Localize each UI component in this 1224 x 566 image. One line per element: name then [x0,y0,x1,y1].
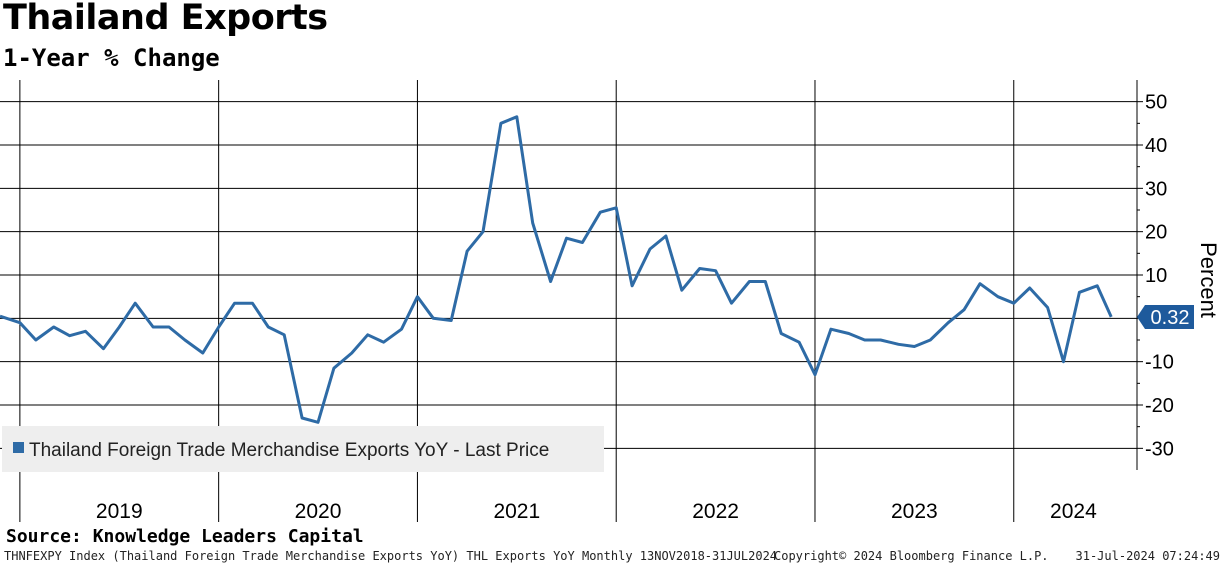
series-layer [0,115,1113,424]
legend-background [2,426,604,472]
y-tick-label: 50 [1145,92,1167,114]
grid [0,80,1137,522]
legend-label: Thailand Foreign Trade Merchandise Expor… [29,440,549,461]
source-label: Source: Knowledge Leaders Capital [6,526,364,547]
last-value-label: 0.32 [1151,307,1190,329]
series-line [0,115,1113,424]
footer-copyright: Copyright© 2024 Bloomberg Finance L.P. [774,549,1049,563]
y-tick-label: 20 [1145,222,1167,244]
x-tick-label: 2024 [1050,500,1097,523]
y-tick-label: 10 [1145,265,1167,287]
x-tick-label: 2021 [493,500,540,523]
x-tick-label: 2022 [692,500,739,523]
legend: Thailand Foreign Trade Merchandise Expor… [2,426,604,472]
x-tick-label: 2020 [295,500,342,523]
y-tick-label: -30 [1145,438,1174,460]
y-tick-label: -10 [1145,352,1174,374]
chart-title: Thailand Exports [3,0,328,38]
last-value-box [1137,304,1194,329]
x-tick-label: 2023 [891,500,938,523]
footer-index-info: THNFEXPY Index (Thailand Foreign Trade M… [4,549,778,563]
footer-timestamp: 31-Jul-2024 07:24:49 [1075,549,1221,563]
chart-subtitle: 1-Year % Change [3,44,220,72]
x-axis: 2019 2020 2021 2022 2023 2024 [96,500,1097,523]
y-tick-label: -20 [1145,395,1174,417]
x-tick-label: 2019 [96,500,143,523]
y-axis: 50 40 30 20 10 -10 -20 -30 [1136,80,1174,470]
y-tick-label: 40 [1145,135,1167,157]
legend-swatch [13,442,24,453]
last-value-callout: 0.32 [1137,304,1194,329]
y-axis-title: Percent [1196,242,1221,318]
y-tick-label: 30 [1145,178,1167,200]
